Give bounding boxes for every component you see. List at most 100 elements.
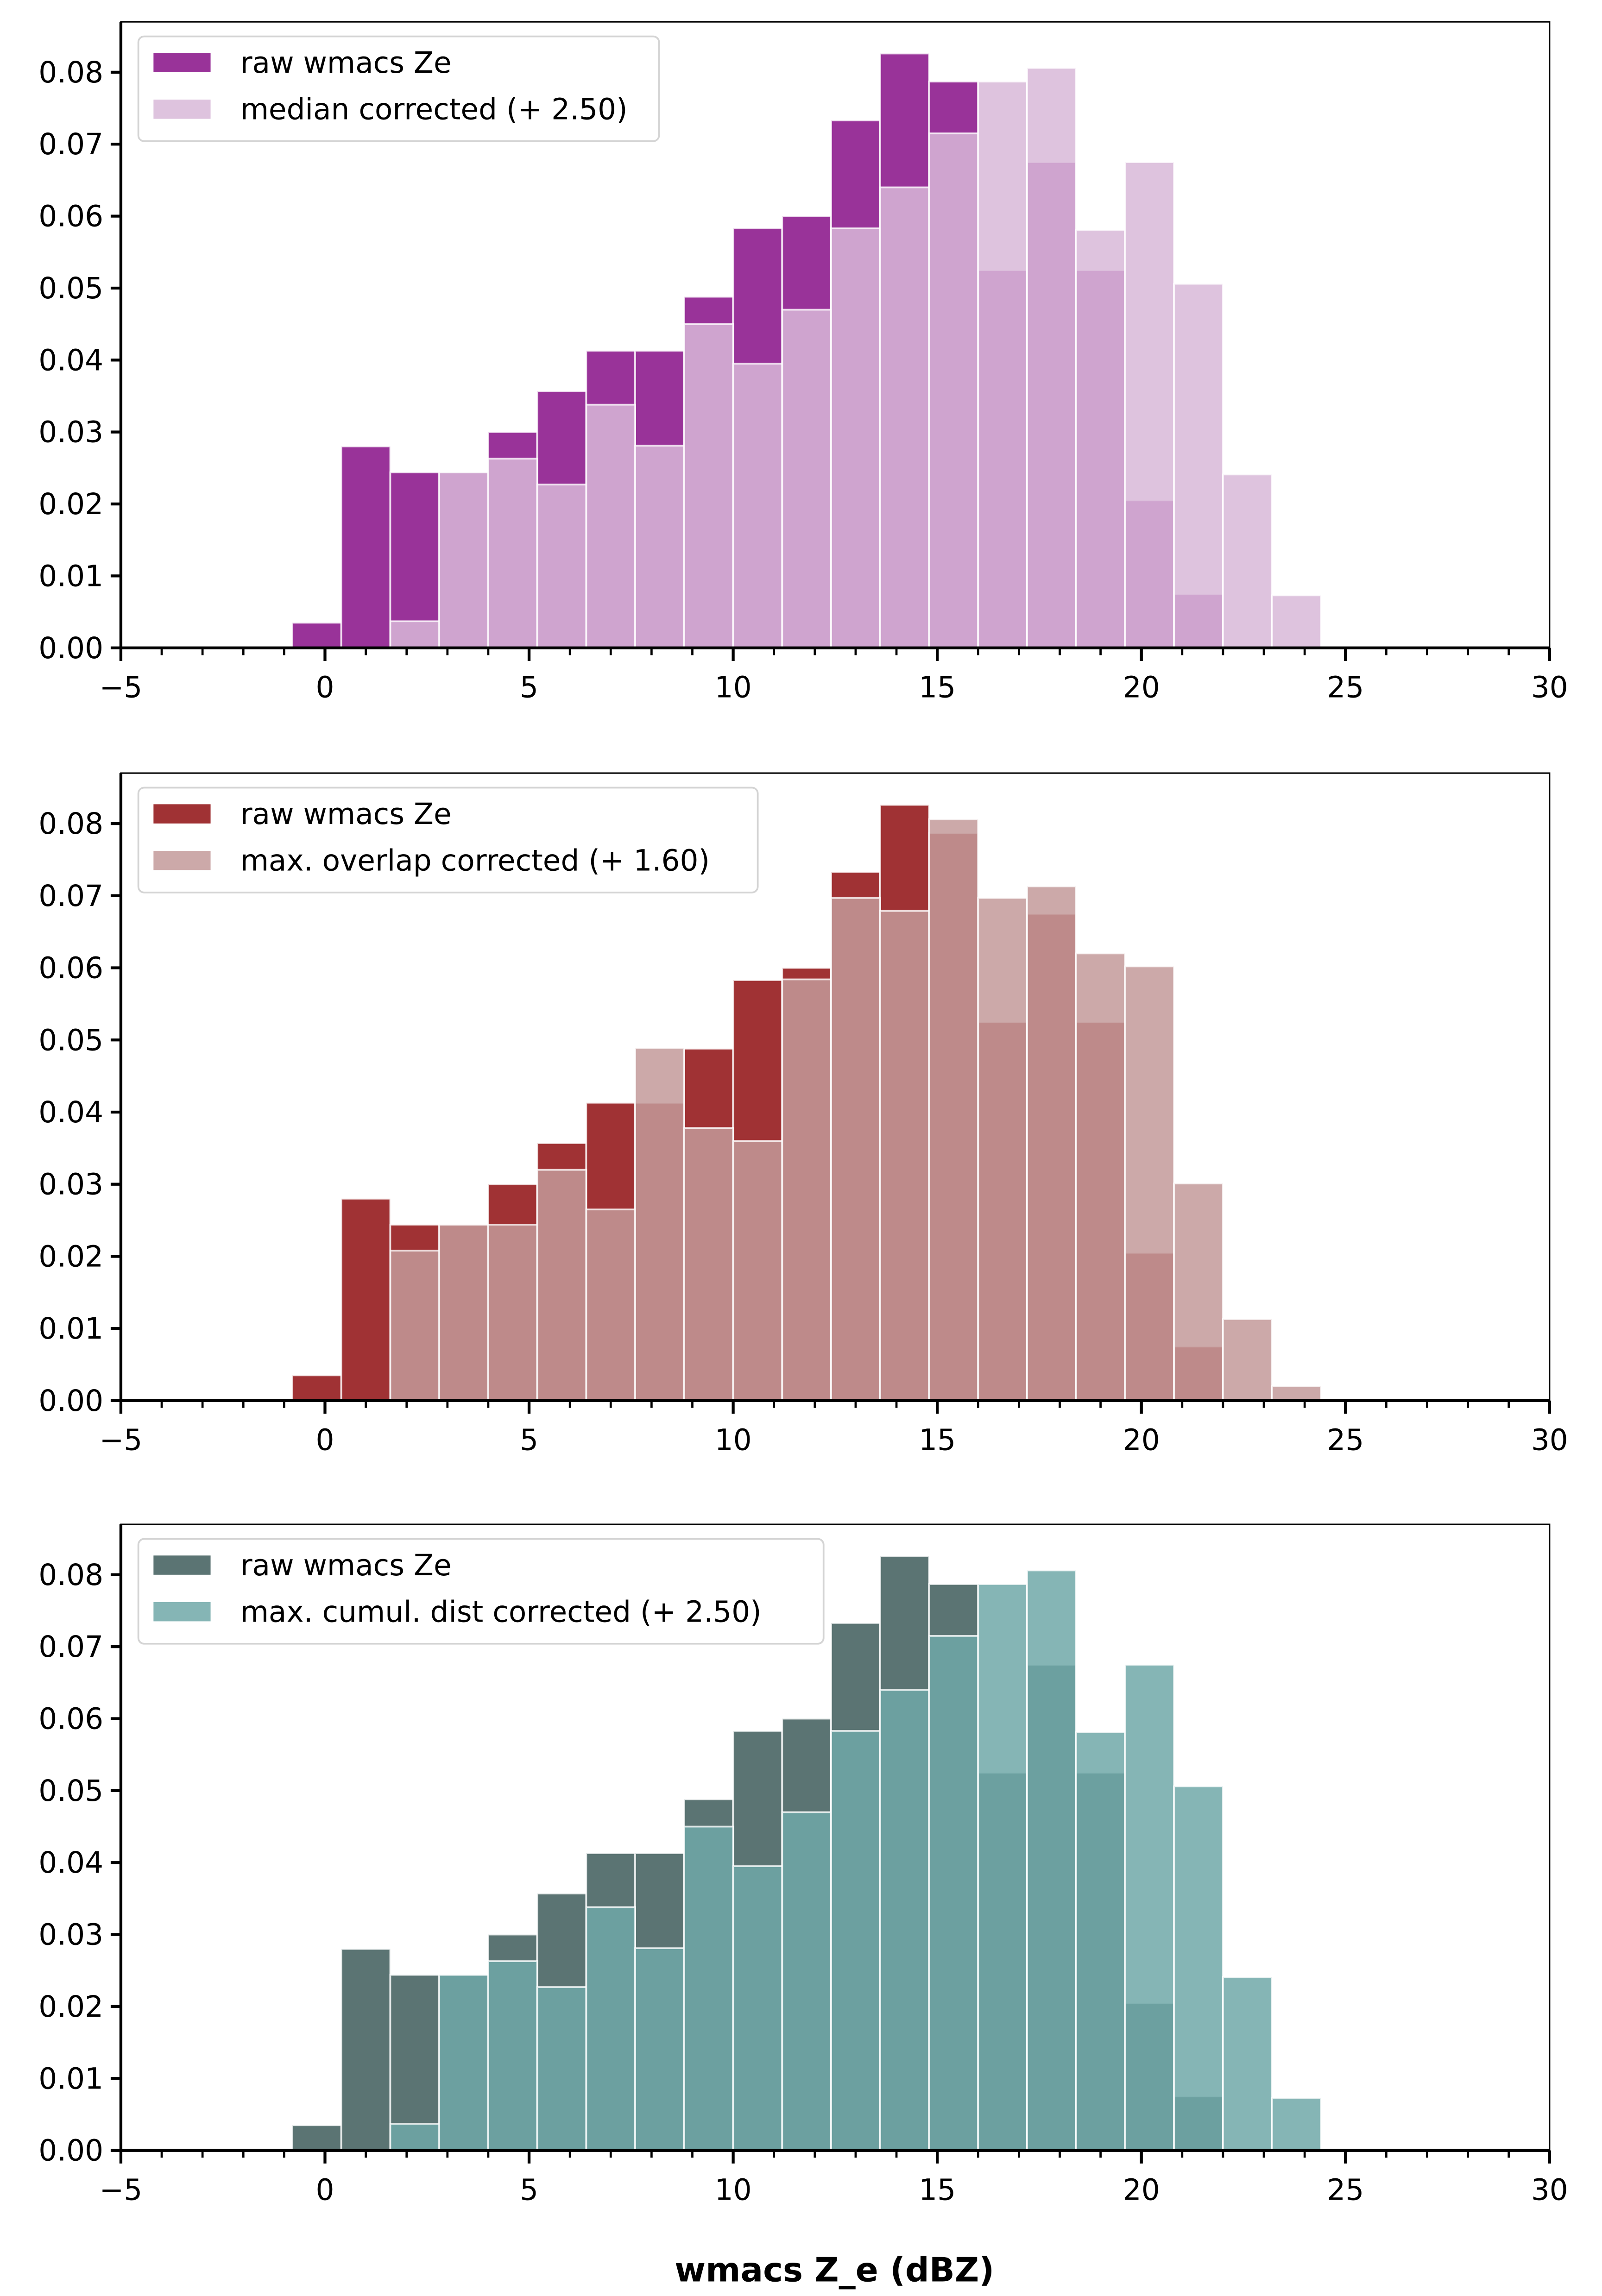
y-tick-label: 0.04 xyxy=(38,1846,103,1880)
histogram-bar xyxy=(781,308,832,649)
histogram-bar xyxy=(1124,1664,1175,2151)
histogram-bar xyxy=(1271,2097,1322,2151)
y-tick-label: 0.06 xyxy=(38,951,103,985)
y-tick-label: 0.03 xyxy=(38,1918,103,1952)
x-tick-label: −5 xyxy=(100,671,143,705)
y-tick-label: 0.05 xyxy=(38,1774,103,1808)
y-tick-label: 0.07 xyxy=(38,879,103,913)
histogram-bar xyxy=(1271,1385,1322,1402)
y-tick-label: 0.02 xyxy=(38,487,103,521)
y-tick-label: 0.08 xyxy=(38,1558,103,1592)
histogram-bar xyxy=(1026,1569,1077,2151)
x-tick-label: −5 xyxy=(100,1423,143,1457)
histogram-bar xyxy=(389,471,441,649)
histogram-bar xyxy=(536,1169,587,1402)
legend: raw wmacs Ze max. cumul. dist corrected (… xyxy=(137,1538,825,1645)
histogram-bar xyxy=(977,1583,1028,2151)
series-corrected xyxy=(389,67,1322,649)
x-tick-label: 5 xyxy=(520,671,538,705)
x-axis-label: wmacs Z_e (dBZ) xyxy=(675,2251,994,2290)
legend-label: raw wmacs Ze xyxy=(240,797,452,831)
x-tick-label: 20 xyxy=(1123,2173,1160,2207)
histogram-bar xyxy=(536,484,587,649)
x-tick-label: 5 xyxy=(520,2173,538,2207)
histogram-bar xyxy=(634,1047,685,1402)
histogram-bar xyxy=(1026,67,1077,649)
x-tick-label: 15 xyxy=(919,671,956,705)
y-tick-label: 0.04 xyxy=(38,343,103,377)
panel-max-overlap-corrected: 0.00 0.01 0.02 0.03 0.04 0.05 0.06 0.07 0.08 −5 0 5… xyxy=(38,772,1568,1457)
histogram-bar xyxy=(830,1730,881,2151)
histogram-bar xyxy=(928,1635,979,2151)
histogram-bar xyxy=(1124,161,1175,649)
legend-swatch xyxy=(152,803,212,825)
legend-swatch xyxy=(152,98,212,120)
y-tick-label: 0.02 xyxy=(38,1239,103,1273)
x-tick-label: 0 xyxy=(315,1423,334,1457)
histogram-bar xyxy=(830,897,881,1402)
series-corrected xyxy=(389,818,1322,1402)
x-tick-label: 30 xyxy=(1531,1423,1568,1457)
y-tick-label: 0.03 xyxy=(38,1168,103,1201)
histogram-bar xyxy=(291,622,342,649)
histogram-bar xyxy=(732,363,783,649)
legend: raw wmacs Ze max. overlap corrected (+ 1.… xyxy=(137,786,759,893)
histogram-bar xyxy=(1271,594,1322,649)
y-tick-label: 0.01 xyxy=(38,2062,103,2095)
x-tick-label: 0 xyxy=(315,2173,334,2207)
x-tick-label: 0 xyxy=(315,671,334,705)
legend-label: max. cumul. dist corrected (+ 2.50) xyxy=(240,1595,762,1629)
histogram-bar xyxy=(340,1948,391,2151)
y-tick-label: 0.04 xyxy=(38,1095,103,1129)
x-tick-label: 25 xyxy=(1327,1423,1364,1457)
y-tick-label: 0.01 xyxy=(38,559,103,593)
y-tick-label: 0.02 xyxy=(38,1990,103,2024)
x-tick-label: 20 xyxy=(1123,1423,1160,1457)
histogram-bar xyxy=(634,1947,685,2151)
x-tick-label: 25 xyxy=(1327,671,1364,705)
histogram-bar xyxy=(830,227,881,649)
series-corrected xyxy=(389,1569,1322,2151)
y-tick-label: 0.00 xyxy=(38,1384,103,1418)
y-tick-label: 0.00 xyxy=(38,631,103,665)
y-tick-label: 0.05 xyxy=(38,1023,103,1057)
y-tick-label: 0.08 xyxy=(38,807,103,841)
legend: raw wmacs Ze median corrected (+ 2.50) xyxy=(137,35,660,142)
legend-box xyxy=(137,1538,825,1645)
histogram-bar xyxy=(585,1208,637,1402)
legend-label: raw wmacs Ze xyxy=(240,46,452,80)
x-tick-label: 15 xyxy=(919,2173,956,2207)
y-tick-label: 0.06 xyxy=(38,200,103,233)
x-tick-label: 10 xyxy=(715,1423,752,1457)
histogram-bar xyxy=(487,1224,538,1402)
histogram-bar xyxy=(928,132,979,649)
histogram-bar xyxy=(389,1250,441,1402)
histogram-bar xyxy=(1173,1183,1224,1402)
histogram-bar xyxy=(1124,965,1175,1402)
histogram-bar xyxy=(291,1374,342,1402)
histogram-bar xyxy=(340,1197,391,1402)
histogram-bar xyxy=(879,910,930,1402)
histogram-bar xyxy=(1075,229,1126,649)
histogram-bar xyxy=(487,458,538,649)
panel-max-cumul-dist-corrected: 0.00 0.01 0.02 0.03 0.04 0.05 0.06 0.07 0.08 −5 0 5… xyxy=(38,1523,1568,2207)
histogram-bar xyxy=(585,403,637,649)
y-tick-label: 0.06 xyxy=(38,1702,103,1736)
y-tick-label: 0.08 xyxy=(38,56,103,89)
histogram-bar xyxy=(1075,952,1126,1402)
histogram-bar xyxy=(536,1986,587,2151)
y-tick-label: 0.05 xyxy=(38,271,103,305)
histogram-bar xyxy=(781,978,832,1402)
histogram-bar xyxy=(879,1689,930,2151)
histogram-bar xyxy=(340,445,391,649)
histogram-bar xyxy=(389,2123,441,2151)
histogram-bar xyxy=(683,1127,734,1402)
histogram-bar xyxy=(879,186,930,649)
histogram-bar xyxy=(683,323,734,649)
histogram-bar xyxy=(585,1906,637,2151)
histogram-bar xyxy=(977,897,1028,1402)
y-tick-label: 0.07 xyxy=(38,127,103,161)
x-tick-label: 25 xyxy=(1327,2173,1364,2207)
legend-label: median corrected (+ 2.50) xyxy=(240,93,628,126)
